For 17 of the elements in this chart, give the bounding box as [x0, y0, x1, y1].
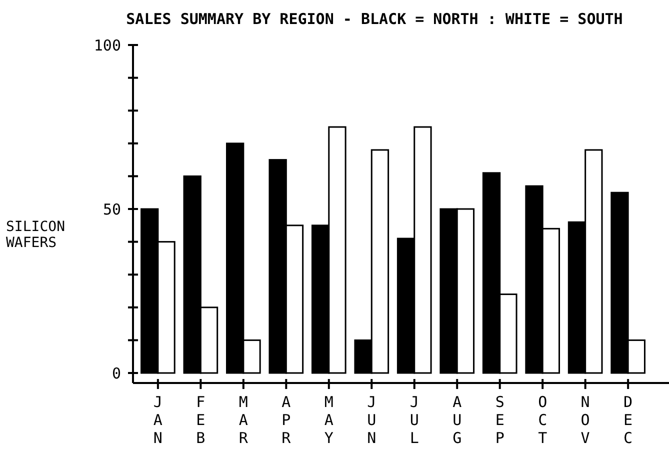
x-tick-label: FEB — [196, 393, 206, 447]
x-tick-label: MAR — [238, 393, 249, 447]
x-tick-label: JUN — [367, 393, 376, 447]
x-tick-label: JAN — [153, 393, 162, 447]
chart-title: SALES SUMMARY BY REGION - BLACK = NORTH : WHITE = SOUTH — [126, 10, 623, 28]
x-tick-label: DEC — [624, 393, 633, 447]
x-tick-label: SEP — [495, 393, 504, 447]
y-tick-label: 100 — [94, 36, 121, 54]
y-tick-label: 50 — [102, 200, 121, 218]
x-tick-label: APR — [282, 393, 292, 447]
x-tick-label: AUG — [452, 393, 462, 447]
x-tick-label: JUL — [410, 393, 419, 447]
x-tick-label: OCT — [538, 393, 548, 447]
x-tick-label: NOV — [580, 393, 590, 447]
y-tick-label: 0 — [112, 364, 121, 382]
y-axis-title: SILICON WAFERS — [6, 219, 66, 251]
x-tick-label: MAY — [324, 393, 334, 447]
